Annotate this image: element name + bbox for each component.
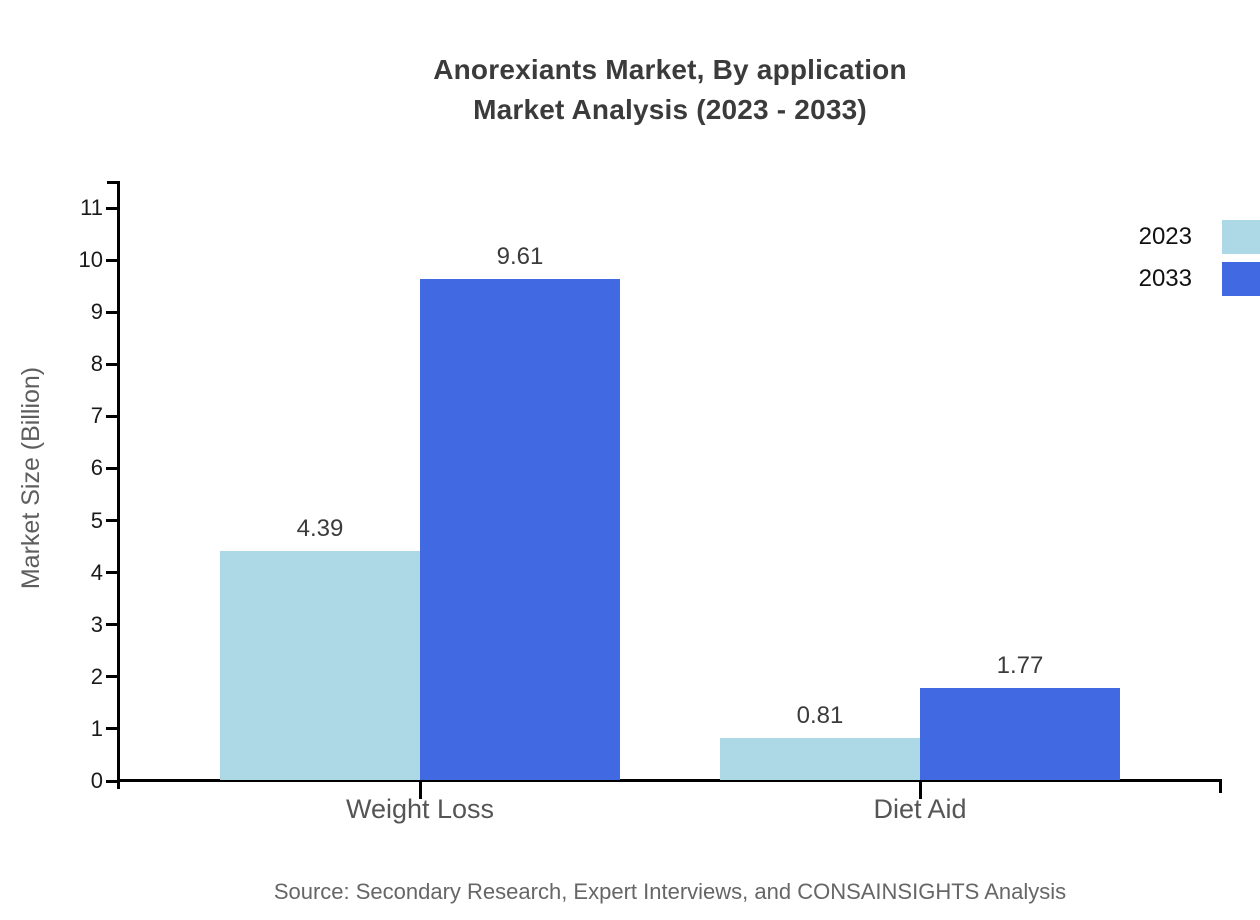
y-tick-mark [106,362,117,366]
y-tick-label: 11 [80,195,103,220]
y-tick-label: 8 [90,351,103,377]
source-note: Source: Secondary Research, Expert Inter… [273,879,1067,904]
y-tick-label: 1 [90,715,103,741]
bar-value-label: 1.77 [996,651,1044,679]
bar-value-label: 9.61 [496,243,544,271]
x-category-label: Weight Loss [345,794,495,824]
bar-2033-weight-loss [420,279,620,780]
bar-2033-diet-aid [920,687,1120,780]
legend-color-swatch [1222,220,1260,254]
legend-item-label: 2033 [1138,265,1192,292]
y-tick-label: 2 [90,663,103,689]
y-tick-mark [106,571,117,575]
y-tick-mark [106,779,117,783]
legend-item: 2023 [1082,220,1260,254]
y-tick-label: 6 [90,455,103,481]
bar-2023-weight-loss [220,551,420,780]
x-category-label: Diet Aid [873,794,967,824]
y-tick-label: 5 [90,507,103,533]
legend-item: 2033 [1082,262,1260,296]
chart-title-line2: Market Analysis (2023 - 2033) [473,94,867,125]
y-tick-label: 7 [90,403,103,429]
y-tick-label: 9 [90,299,103,325]
bar-2023-diet-aid [720,737,920,780]
legend-color-swatch [1222,262,1260,296]
y-tick-mark [106,727,117,731]
y-tick-label: 3 [90,611,103,637]
y-tick-label: 0 [90,768,103,793]
y-tick-mark [106,519,117,523]
chart-title: Anorexiants Market, By application Marke… [118,50,1222,130]
legend: 2023 2033 [1082,220,1260,304]
legend-item-label: 2023 [1138,223,1192,250]
chart-title-line1: Anorexiants Market, By application [433,54,907,85]
y-tick-mark [106,623,117,627]
y-tick-mark [106,310,117,314]
y-tick-mark [106,675,117,679]
y-axis-end-cap [107,181,120,184]
x-tick-mark [418,782,422,799]
y-tick-mark [106,414,117,418]
x-tick-mark [918,782,922,799]
y-tick-label: 4 [90,559,103,585]
y-tick-mark [106,258,117,262]
bar-value-label: 0.81 [796,701,844,729]
y-tick-label: 10 [78,247,103,273]
bar-value-label: 4.39 [296,515,344,543]
x-axis-line [117,779,1222,782]
y-tick-mark [106,466,117,470]
x-axis-end-cap [1219,779,1222,793]
y-axis-line [117,181,120,789]
y-tick-mark [106,206,117,210]
